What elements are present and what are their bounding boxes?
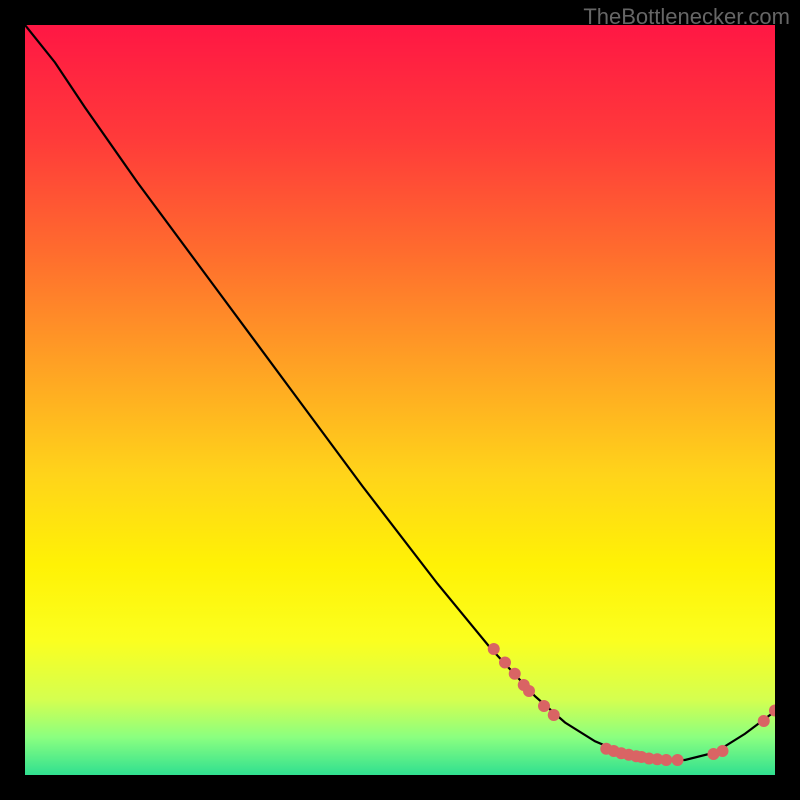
data-marker (499, 657, 511, 669)
data-marker (488, 643, 500, 655)
bottleneck-curve (25, 25, 775, 760)
data-marker (548, 709, 560, 721)
data-marker (717, 745, 729, 757)
chart-overlay (25, 25, 775, 775)
data-marker (523, 685, 535, 697)
data-marker (509, 668, 521, 680)
chart-plot-area (25, 25, 775, 775)
watermark-text: TheBottlenecker.com (583, 4, 790, 30)
data-marker (672, 754, 684, 766)
data-marker (660, 754, 672, 766)
data-markers-group (488, 643, 775, 766)
data-marker (538, 700, 550, 712)
data-marker (758, 715, 770, 727)
